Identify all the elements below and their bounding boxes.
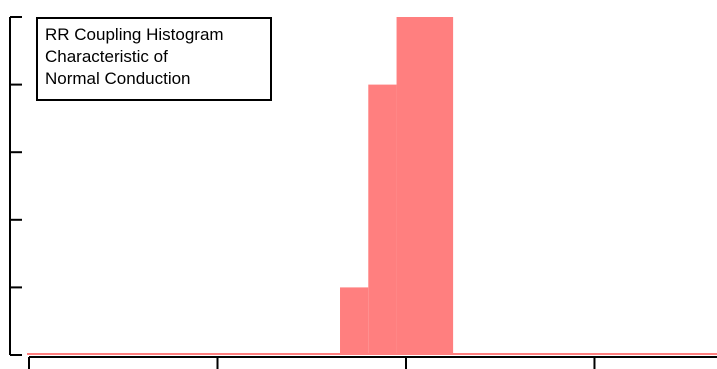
histogram-bars [340,17,454,355]
annotation-line-3: Normal Conduction [45,69,191,88]
histogram-bar-1 [340,287,369,355]
histogram-bar-2 [368,84,397,355]
annotation-box: RR Coupling Histogram Characteristic of … [36,17,272,101]
x-axis-ticks [28,357,596,369]
annotation-line-1: RR Coupling Histogram [45,25,224,44]
histogram-bar-3 [396,17,454,355]
y-axis-ticks [10,16,22,356]
axes [9,16,717,369]
annotation-line-2: Characteristic of [45,47,168,66]
